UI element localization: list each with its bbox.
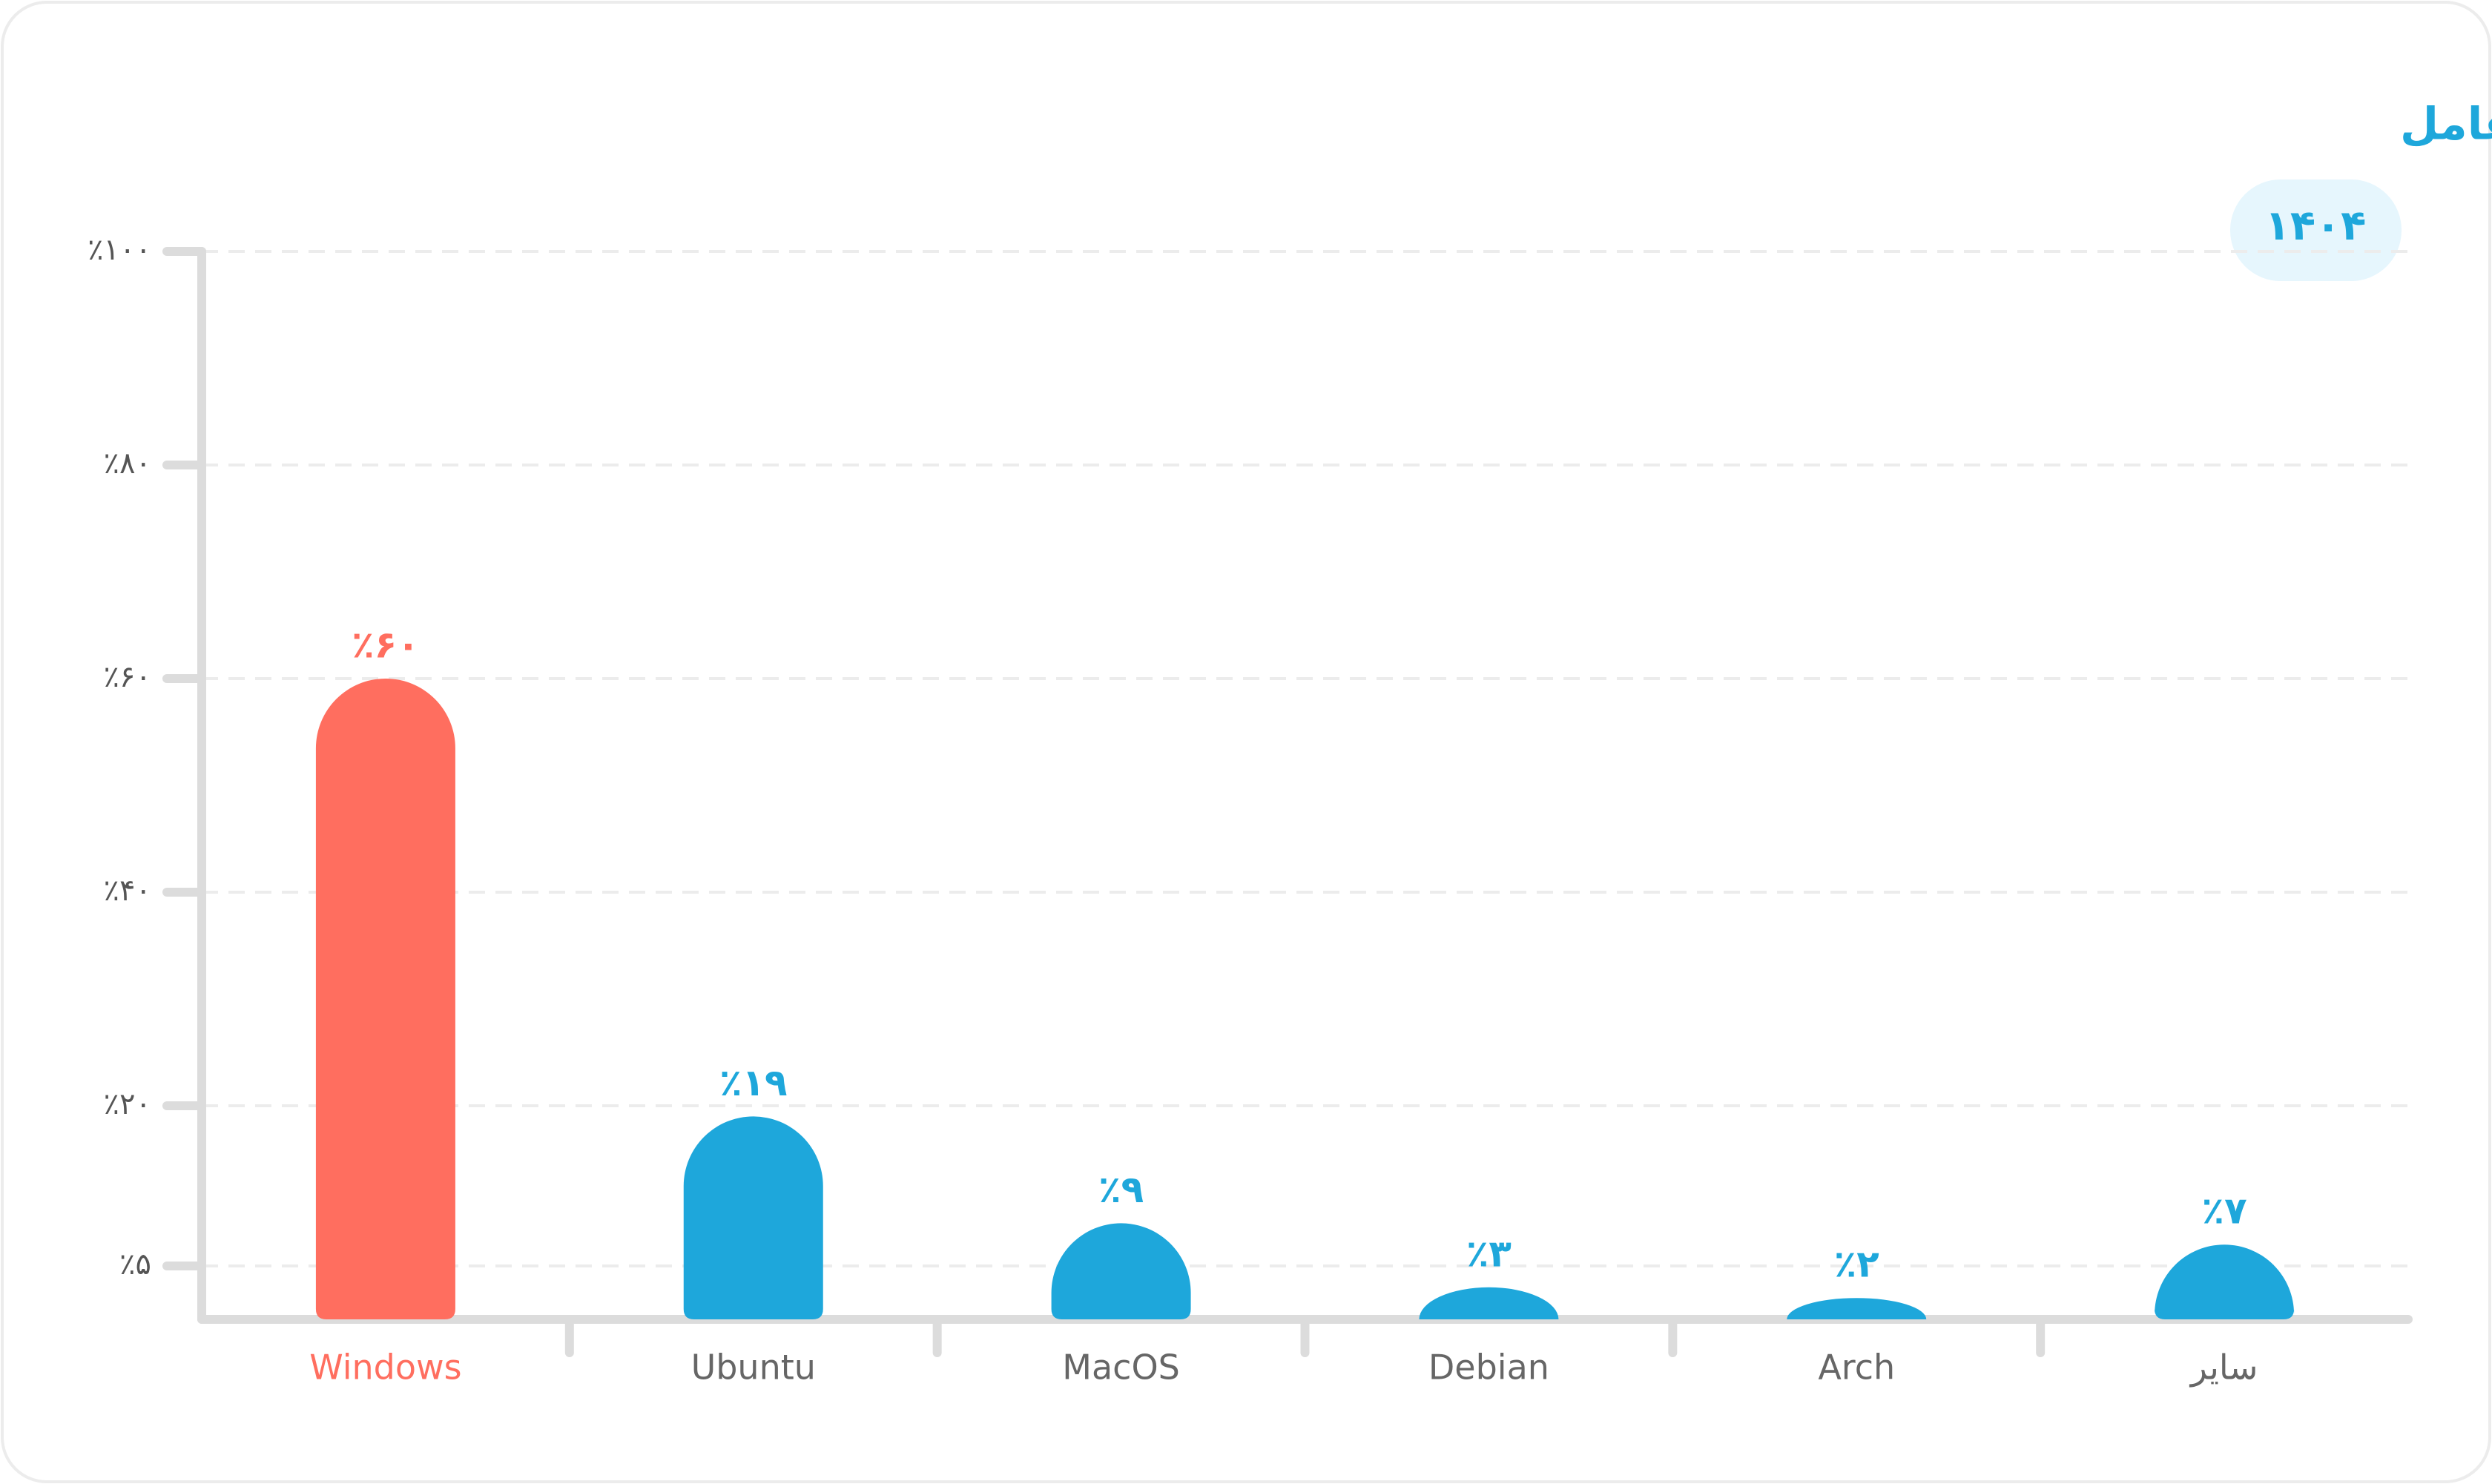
y-tick-label: ٪۸۰ [104, 446, 151, 481]
bar [315, 679, 455, 1319]
bar [683, 1116, 823, 1319]
x-tick-label: Windows [309, 1348, 461, 1388]
value-label: ٪۲ [1834, 1243, 1879, 1286]
bar [1051, 1223, 1191, 1319]
y-tick-label: ٪۶۰ [104, 660, 151, 694]
x-tick-label: Arch [1818, 1348, 1895, 1388]
bar [1419, 1287, 1559, 1319]
y-tick-label: ٪۲۰ [104, 1087, 151, 1121]
value-label: ٪۹ [1098, 1168, 1144, 1211]
y-tick-label: ٪۴۰ [104, 874, 151, 908]
x-tick-label: سایر [2189, 1348, 2258, 1388]
badge: ۱۴۰۴ [2265, 202, 2367, 250]
x-tick-label: Debian [1428, 1348, 1549, 1388]
x-tick-label: MacOS [1062, 1348, 1180, 1388]
value-label: ٪۶۰ [352, 624, 420, 667]
value-label: ٪۳ [1466, 1232, 1512, 1275]
badge-bg [2230, 179, 2402, 281]
y-tick-label: ٪۱۰۰ [88, 233, 151, 267]
chart-title: تغییرات استفاده از سیستم‌عامل [2400, 99, 2492, 151]
bar [2155, 1244, 2295, 1319]
bar [1787, 1298, 1927, 1319]
value-label: ٪۷ [2202, 1190, 2247, 1233]
x-tick-label: Ubuntu [691, 1348, 816, 1388]
y-tick-label: ٪۵ [119, 1247, 151, 1282]
value-label: ٪۱۹ [719, 1061, 788, 1104]
